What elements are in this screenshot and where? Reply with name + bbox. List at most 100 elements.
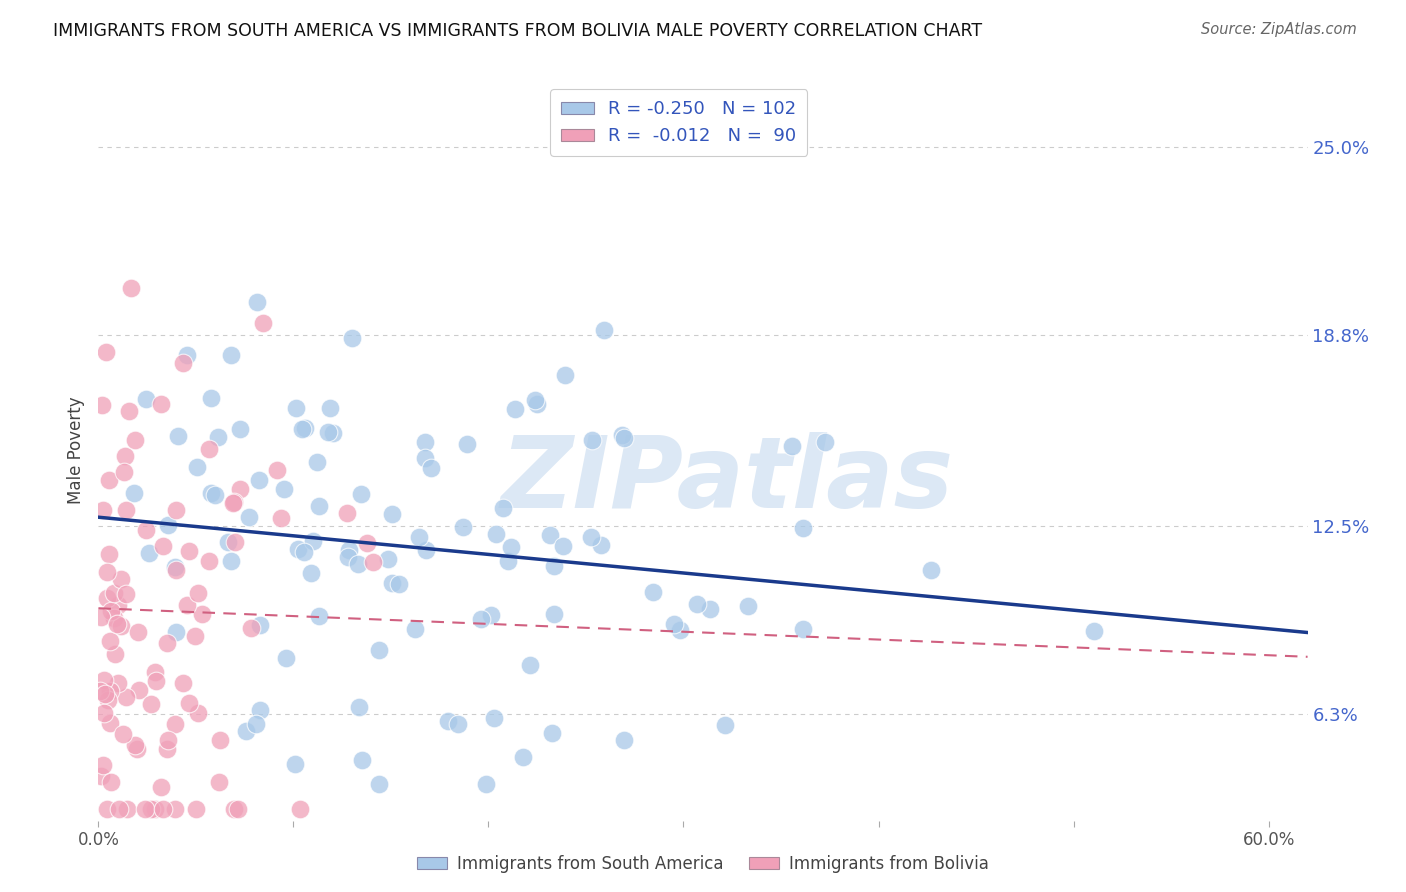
Point — [686, 597, 709, 611]
Point — [579, 530, 602, 544]
Point — [222, 495, 245, 509]
Point — [172, 356, 194, 370]
Point — [543, 607, 565, 622]
Point — [98, 473, 121, 487]
Point — [318, 425, 340, 439]
Point — [437, 714, 460, 729]
Point — [98, 716, 121, 731]
Point — [124, 739, 146, 753]
Point — [115, 801, 138, 815]
Point — [554, 368, 576, 382]
Point — [163, 716, 186, 731]
Point — [482, 711, 505, 725]
Point — [540, 726, 562, 740]
Point — [149, 397, 172, 411]
Point — [524, 392, 547, 407]
Point — [419, 461, 441, 475]
Point — [91, 503, 114, 517]
Point — [200, 486, 222, 500]
Text: IMMIGRANTS FROM SOUTH AMERICA VS IMMIGRANTS FROM BOLIVIA MALE POVERTY CORRELATIO: IMMIGRANTS FROM SOUTH AMERICA VS IMMIGRA… — [53, 22, 983, 40]
Point — [90, 610, 112, 624]
Point — [792, 622, 814, 636]
Point — [479, 607, 502, 622]
Point — [274, 650, 297, 665]
Point — [103, 585, 125, 599]
Point — [90, 398, 112, 412]
Point — [474, 777, 496, 791]
Point — [104, 647, 127, 661]
Point — [613, 431, 636, 445]
Point — [612, 427, 634, 442]
Point — [98, 634, 121, 648]
Point — [112, 465, 135, 479]
Point — [285, 401, 308, 415]
Point — [526, 397, 548, 411]
Point — [337, 543, 360, 558]
Legend: Immigrants from South America, Immigrants from Bolivia: Immigrants from South America, Immigrant… — [411, 848, 995, 880]
Point — [415, 543, 437, 558]
Point — [413, 451, 436, 466]
Point — [163, 559, 186, 574]
Point — [219, 348, 242, 362]
Point — [96, 566, 118, 580]
Point — [204, 488, 226, 502]
Point — [814, 435, 837, 450]
Point — [302, 533, 325, 548]
Point — [613, 732, 636, 747]
Point — [209, 733, 232, 747]
Point — [219, 553, 242, 567]
Point — [291, 422, 314, 436]
Point — [388, 576, 411, 591]
Point — [737, 599, 759, 614]
Point — [780, 439, 803, 453]
Point — [543, 559, 565, 574]
Point — [127, 625, 149, 640]
Point — [165, 625, 187, 640]
Point — [165, 502, 187, 516]
Point — [166, 429, 188, 443]
Point — [176, 348, 198, 362]
Point — [177, 696, 200, 710]
Point — [94, 687, 117, 701]
Point — [284, 756, 307, 771]
Point — [186, 459, 208, 474]
Point — [308, 500, 330, 514]
Point — [156, 636, 179, 650]
Point — [249, 703, 271, 717]
Point — [322, 426, 344, 441]
Point — [100, 604, 122, 618]
Point — [143, 665, 166, 679]
Point — [519, 657, 541, 672]
Point — [103, 610, 125, 624]
Point — [249, 618, 271, 632]
Text: ZIPatlas: ZIPatlas — [501, 432, 953, 529]
Point — [115, 503, 138, 517]
Point — [270, 511, 292, 525]
Point — [294, 421, 316, 435]
Point — [319, 401, 342, 415]
Point — [156, 732, 179, 747]
Point — [222, 801, 245, 815]
Point — [118, 403, 141, 417]
Point — [141, 697, 163, 711]
Point — [252, 316, 274, 330]
Point — [538, 528, 561, 542]
Point — [198, 442, 221, 456]
Point — [100, 775, 122, 789]
Point — [93, 706, 115, 720]
Point — [100, 683, 122, 698]
Point — [920, 563, 942, 577]
Point — [108, 801, 131, 815]
Point — [346, 557, 368, 571]
Point — [287, 542, 309, 557]
Text: Source: ZipAtlas.com: Source: ZipAtlas.com — [1201, 22, 1357, 37]
Point — [115, 587, 138, 601]
Point — [273, 483, 295, 497]
Point — [226, 801, 249, 815]
Point — [145, 801, 167, 815]
Point — [349, 486, 371, 500]
Point — [96, 801, 118, 815]
Point — [498, 554, 520, 568]
Point — [96, 591, 118, 605]
Y-axis label: Male Poverty: Male Poverty — [67, 397, 86, 504]
